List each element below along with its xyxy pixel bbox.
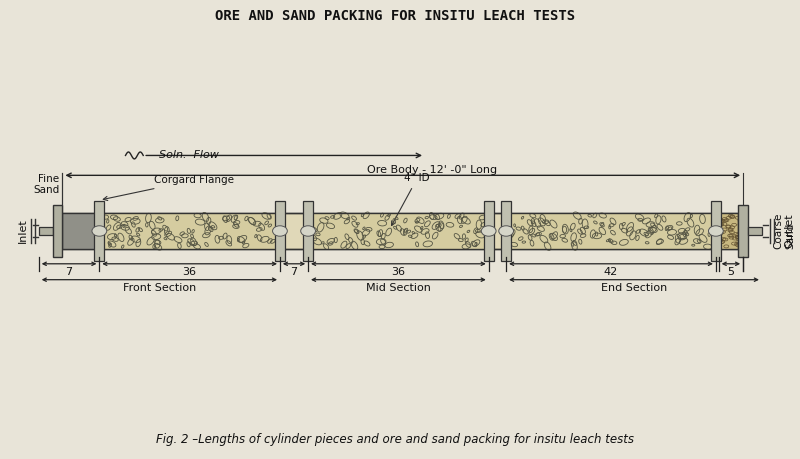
Bar [311, 213, 486, 249]
Ellipse shape [273, 226, 287, 236]
Text: Ore Body - 12' -0" Long: Ore Body - 12' -0" Long [367, 165, 498, 175]
Text: ORE AND SAND PACKING FOR INSITU LEACH TESTS: ORE AND SAND PACKING FOR INSITU LEACH TE… [215, 9, 575, 23]
Ellipse shape [92, 226, 106, 236]
Bar [711, 201, 721, 261]
Ellipse shape [301, 226, 315, 236]
Ellipse shape [482, 226, 496, 236]
Bar [509, 213, 713, 249]
Text: 7: 7 [66, 267, 73, 277]
Bar [275, 201, 285, 261]
Text: 5: 5 [727, 267, 734, 277]
Text: Inlet: Inlet [18, 218, 28, 243]
Text: Corgard Flange: Corgard Flange [103, 175, 234, 201]
Text: Fine
Sand: Fine Sand [34, 174, 59, 195]
Bar [718, 213, 743, 249]
Text: 36: 36 [391, 267, 406, 277]
Bar [53, 205, 62, 257]
Bar [738, 205, 748, 257]
Bar [62, 213, 97, 249]
Ellipse shape [498, 226, 514, 236]
Bar [62, 213, 738, 249]
Text: Fig. 2 –Lengths of cylinder pieces and ore and sand packing for insitu leach tes: Fig. 2 –Lengths of cylinder pieces and o… [156, 433, 634, 446]
Bar [484, 201, 494, 261]
Text: Outlet: Outlet [785, 214, 794, 248]
Text: Mid Section: Mid Section [366, 283, 431, 293]
Bar [748, 227, 762, 235]
Text: 4" ID: 4" ID [391, 174, 430, 225]
Text: Front Section: Front Section [122, 283, 196, 293]
Bar [303, 201, 313, 261]
Text: End Section: End Section [601, 283, 667, 293]
Bar [62, 213, 738, 249]
Text: Soln.  Flow: Soln. Flow [159, 151, 219, 161]
Ellipse shape [709, 226, 723, 236]
Bar [94, 201, 104, 261]
Bar [502, 201, 511, 261]
Text: 36: 36 [182, 267, 197, 277]
Bar [39, 227, 53, 235]
Text: 42: 42 [604, 267, 618, 277]
Bar [62, 213, 97, 249]
Bar [102, 213, 277, 249]
Text: Coarse
Sand: Coarse Sand [774, 213, 795, 249]
Text: 7: 7 [290, 267, 298, 277]
